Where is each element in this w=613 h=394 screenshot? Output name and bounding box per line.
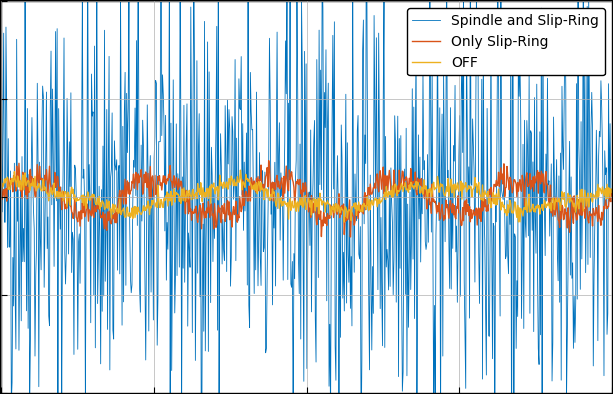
Only Slip-Ring bbox=[525, 184, 532, 188]
Line: Only Slip-Ring: Only Slip-Ring bbox=[1, 161, 612, 237]
Legend: Spindle and Slip-Ring, Only Slip-Ring, OFF: Spindle and Slip-Ring, Only Slip-Ring, O… bbox=[407, 8, 604, 75]
Only Slip-Ring bbox=[462, 212, 470, 217]
Only Slip-Ring bbox=[354, 210, 361, 214]
Only Slip-Ring bbox=[265, 158, 272, 163]
Only Slip-Ring bbox=[347, 234, 354, 239]
Spindle and Slip-Ring bbox=[35, 384, 42, 389]
OFF bbox=[341, 220, 348, 225]
OFF bbox=[388, 195, 395, 200]
Spindle and Slip-Ring bbox=[370, 311, 377, 316]
OFF bbox=[525, 200, 532, 205]
Only Slip-Ring bbox=[0, 181, 5, 186]
OFF bbox=[462, 180, 470, 185]
Spindle and Slip-Ring bbox=[354, 128, 361, 133]
Line: OFF: OFF bbox=[1, 170, 612, 222]
Spindle and Slip-Ring bbox=[608, 191, 613, 196]
Spindle and Slip-Ring bbox=[388, 200, 395, 205]
Only Slip-Ring bbox=[388, 193, 395, 198]
OFF bbox=[35, 181, 42, 186]
OFF bbox=[370, 203, 377, 208]
Spindle and Slip-Ring bbox=[525, 234, 532, 238]
Only Slip-Ring bbox=[35, 183, 42, 188]
OFF bbox=[237, 168, 244, 173]
Only Slip-Ring bbox=[370, 186, 377, 190]
Spindle and Slip-Ring bbox=[0, 141, 5, 146]
Only Slip-Ring bbox=[608, 188, 613, 193]
Spindle and Slip-Ring bbox=[462, 386, 470, 391]
OFF bbox=[608, 190, 613, 195]
OFF bbox=[354, 204, 361, 208]
OFF bbox=[0, 189, 5, 193]
